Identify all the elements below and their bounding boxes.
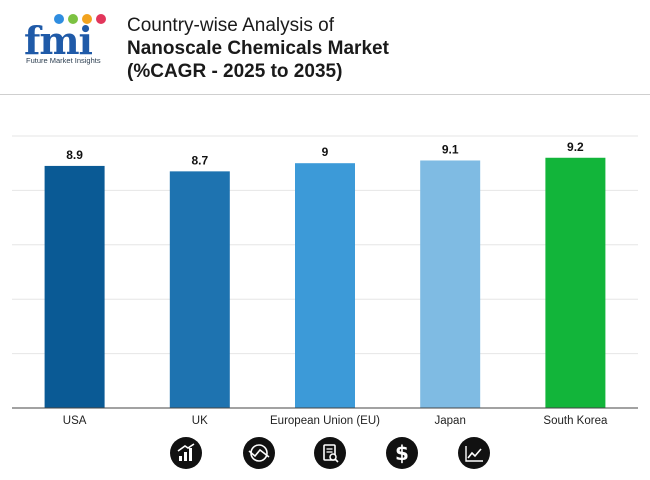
title-line-2: Nanoscale Chemicals Market [127, 38, 389, 59]
logo-dot-blue [54, 14, 64, 24]
logo-dot-red [96, 14, 106, 24]
bar-chart: 8.9 USA 8.7 UK 9 European Union (EU) 9.1 Japan 9… [12, 135, 638, 427]
document-search-icon [314, 437, 346, 469]
title-line-1: Country-wise Analysis of [127, 15, 334, 36]
data-label: 9.2 [567, 140, 584, 154]
logo-dot-orange [82, 14, 92, 24]
data-label: 8.9 [66, 148, 83, 162]
x-tick-label: USA [63, 415, 87, 427]
globe-trend-icon [243, 437, 275, 469]
logo-dots [54, 14, 114, 26]
x-tick-label: South Korea [543, 415, 608, 427]
fmi-logo: fmi Future Market Insights [24, 12, 106, 70]
logo-mark: fmi [24, 18, 93, 63]
header-divider [0, 94, 650, 95]
dollar-icon: $ [386, 437, 418, 469]
svg-text:$: $ [395, 441, 409, 465]
data-label: 9.1 [442, 142, 459, 156]
bar [545, 157, 606, 408]
bar [44, 165, 105, 408]
footer-icon-row: $ [0, 432, 650, 476]
line-chart-icon [458, 437, 490, 469]
x-tick-label: Japan [435, 415, 466, 427]
logo-dot-green [68, 14, 78, 24]
bar [169, 171, 230, 408]
header: fmi Future Market Insights Country-wise … [0, 0, 650, 95]
x-tick-label: UK [192, 415, 208, 427]
bar [295, 163, 355, 408]
bar-chart-icon [170, 437, 202, 469]
bar [420, 160, 481, 408]
logo-subtitle: Future Market Insights [26, 56, 101, 65]
data-label: 9 [322, 145, 329, 159]
x-tick-label: European Union (EU) [270, 415, 380, 427]
data-label: 8.7 [191, 153, 208, 167]
chart-title: Country-wise Analysis of Nanoscale Chemi… [127, 14, 389, 83]
title-line-3: (%CAGR - 2025 to 2035) [127, 61, 343, 82]
